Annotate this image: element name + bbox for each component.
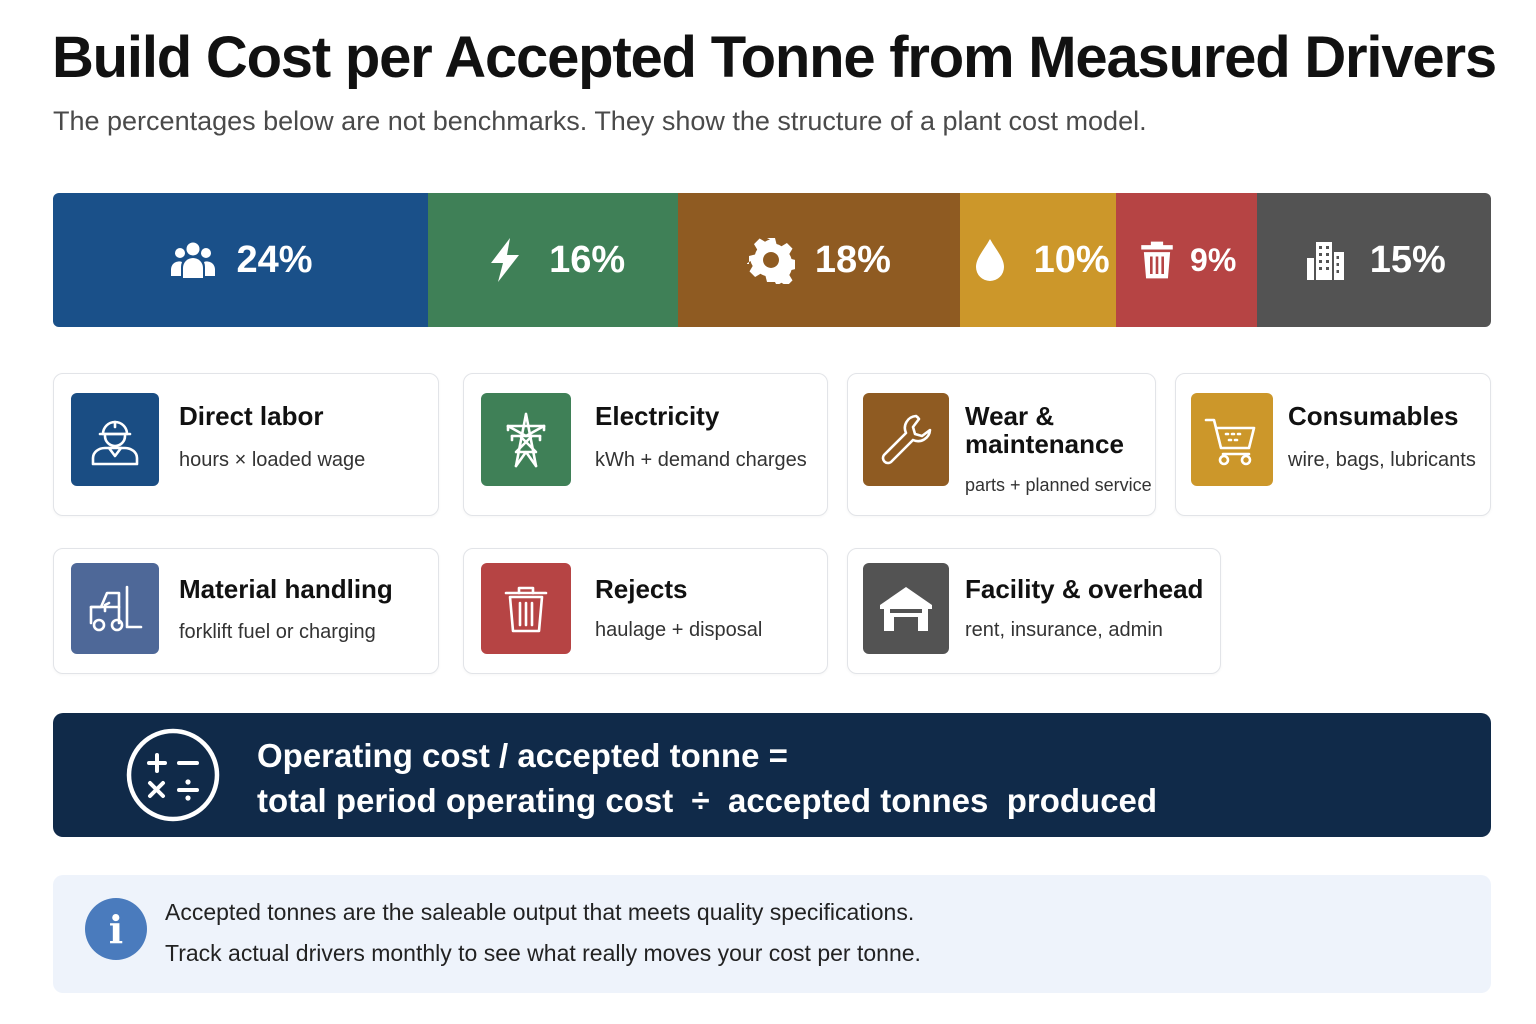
card-handling-tile — [71, 563, 159, 654]
info-line2: Track actual drivers monthly to see what… — [165, 940, 921, 966]
card-electricity-tile — [481, 393, 571, 486]
cost-breakdown-bar: 24% 16% 18% 10% 9% 15% — [53, 193, 1491, 327]
info-icon: i — [85, 898, 147, 960]
segment-rejects: 9% — [1115, 193, 1257, 327]
gear-icon — [746, 238, 795, 284]
card-electricity: Electricity kWh + demand charges — [463, 373, 828, 516]
card-facility-tile — [863, 563, 949, 654]
power-tower-icon — [506, 412, 546, 467]
lightning-icon — [491, 238, 520, 282]
worker-icon — [91, 420, 139, 465]
card-direct-labor-desc: hours × loaded wage — [179, 449, 366, 471]
info-line1: Accepted tonnes are the saleable output … — [165, 899, 915, 925]
trash-icon — [504, 586, 548, 632]
card-facility-title: Facility & overhead — [965, 574, 1204, 604]
segment-electricity-label: 16% — [549, 238, 626, 281]
card-wear-title-line1: Wear & — [965, 401, 1055, 431]
segment-labor-label: 24% — [236, 238, 313, 281]
segment-consumables: 10% — [959, 193, 1116, 327]
droplet-icon — [975, 239, 1004, 281]
cart-icon — [1204, 418, 1256, 465]
card-wear-maintenance: Wear & maintenance parts + planned servi… — [847, 373, 1156, 516]
card-wear-tile — [863, 393, 949, 486]
segment-wear: 18% — [678, 193, 960, 327]
calculator-icon — [126, 728, 220, 822]
segment-labor: 24% — [53, 193, 429, 327]
segment-rejects-label: 9% — [1190, 241, 1237, 278]
card-consumables: Consumables wire, bags, lubricants — [1175, 373, 1491, 516]
formula-line1: Operating cost / accepted tonne = — [257, 737, 788, 774]
card-rejects-title: Rejects — [595, 574, 688, 604]
segment-facility-label: 15% — [1369, 238, 1446, 281]
wrench-icon — [881, 414, 932, 464]
building-icon — [1306, 242, 1344, 280]
card-direct-labor-title: Direct labor — [179, 401, 324, 431]
card-consumables-desc: wire, bags, lubricants — [1288, 449, 1476, 471]
card-direct-labor: Direct labor hours × loaded wage — [53, 373, 439, 516]
card-wear-title-line2: maintenance — [965, 429, 1124, 459]
card-facility-overhead: Facility & overhead rent, insurance, adm… — [847, 548, 1221, 674]
card-handling-title: Material handling — [179, 574, 393, 604]
card-electricity-title: Electricity — [595, 401, 720, 431]
page-title: Build Cost per Accepted Tonne from Measu… — [52, 25, 1497, 90]
card-electricity-desc: kWh + demand charges — [595, 449, 807, 471]
people-icon — [170, 242, 215, 278]
trash-icon — [1141, 241, 1173, 279]
card-rejects-tile — [481, 563, 571, 654]
card-rejects: Rejects haulage + disposal — [463, 548, 828, 674]
card-direct-labor-tile — [71, 393, 159, 486]
formula-banner: Operating cost / accepted tonne = total … — [53, 713, 1491, 837]
forklift-icon — [89, 585, 143, 631]
segment-facility: 15% — [1256, 193, 1491, 327]
warehouse-icon — [880, 586, 932, 631]
card-wear-desc: parts + planned service — [965, 475, 1152, 495]
info-note: i Accepted tonnes are the saleable outpu… — [53, 875, 1491, 993]
segment-consumables-label: 10% — [1033, 238, 1110, 281]
segment-electricity: 16% — [428, 193, 679, 327]
card-handling-desc: forklift fuel or charging — [179, 621, 376, 643]
card-rejects-desc: haulage + disposal — [595, 619, 763, 641]
card-consumables-title: Consumables — [1288, 401, 1459, 431]
card-facility-desc: rent, insurance, admin — [965, 619, 1163, 641]
formula-line2: total period operating cost ÷ accepted t… — [257, 782, 1158, 819]
page-subtitle: The percentages below are not benchmarks… — [53, 106, 1147, 136]
segment-wear-label: 18% — [814, 238, 891, 281]
card-material-handling: Material handling forklift fuel or charg… — [53, 548, 439, 674]
card-consumables-tile — [1191, 393, 1273, 486]
